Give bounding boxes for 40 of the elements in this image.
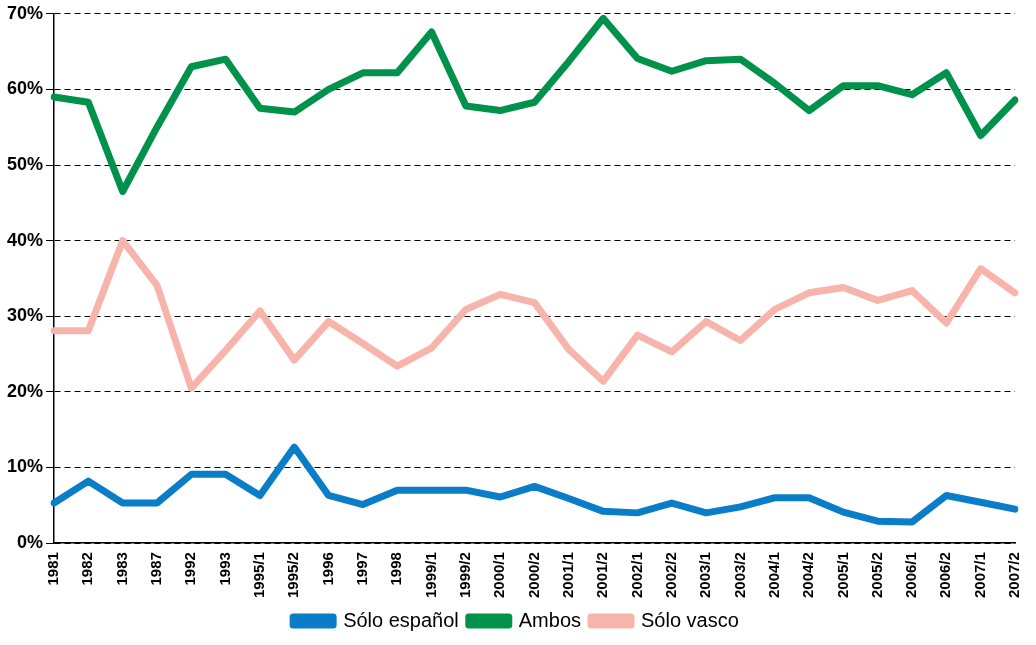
- y-tick-label: 40%: [7, 229, 44, 250]
- x-tick-label: 1987: [147, 552, 165, 586]
- x-tick-label: 1998: [387, 552, 405, 586]
- x-tick-label: 1983: [112, 552, 130, 586]
- legend-label: Sólo vasco: [641, 608, 739, 631]
- x-tick-label: 1981: [44, 552, 62, 586]
- x-tick-label: 1992: [181, 552, 199, 586]
- x-tick-label: 2003/1: [696, 552, 714, 599]
- x-tick-label: 2004/1: [764, 552, 782, 599]
- y-tick-label: 70%: [7, 2, 44, 23]
- x-tick-label: 2001/1: [558, 552, 576, 599]
- x-tick-label: 1996: [318, 552, 336, 586]
- x-tick-label: 1993: [215, 552, 233, 586]
- x-tick-label: 2004/2: [799, 552, 817, 599]
- x-tick-label: 2001/2: [593, 552, 611, 599]
- legend-label: Ambos: [518, 608, 582, 631]
- x-tick-label: 1995/2: [284, 552, 302, 599]
- x-tick-label: 2000/2: [524, 552, 542, 599]
- x-tick-label: 2006/2: [936, 552, 954, 599]
- y-tick-label: 0%: [17, 532, 44, 553]
- x-tick-label: 1999/2: [456, 552, 474, 599]
- x-tick-label: 2007/1: [970, 552, 988, 599]
- x-tick-label: 2005/1: [833, 552, 851, 599]
- x-tick-label: 1995/1: [250, 552, 268, 599]
- x-tick-label: 1997: [353, 552, 371, 586]
- y-tick-label: 10%: [7, 456, 44, 477]
- x-tick-label: 2007/2: [1005, 552, 1023, 599]
- y-tick-label: 60%: [7, 78, 44, 99]
- x-tick-label: 2002/2: [661, 552, 679, 599]
- x-tick-label: 1982: [78, 552, 96, 586]
- y-tick-label: 20%: [7, 380, 44, 401]
- legend-label: Sólo español: [343, 608, 459, 631]
- x-tick-label: 2003/2: [730, 552, 748, 599]
- x-tick-label: 2006/1: [902, 552, 920, 599]
- y-tick-label: 50%: [7, 154, 44, 174]
- y-tick-label: 30%: [7, 305, 44, 326]
- x-tick-label: 2005/2: [867, 552, 885, 599]
- x-tick-label: 2000/1: [490, 552, 508, 599]
- x-tick-label: 2002/1: [627, 552, 645, 599]
- x-tick-label: 1999/1: [421, 552, 439, 599]
